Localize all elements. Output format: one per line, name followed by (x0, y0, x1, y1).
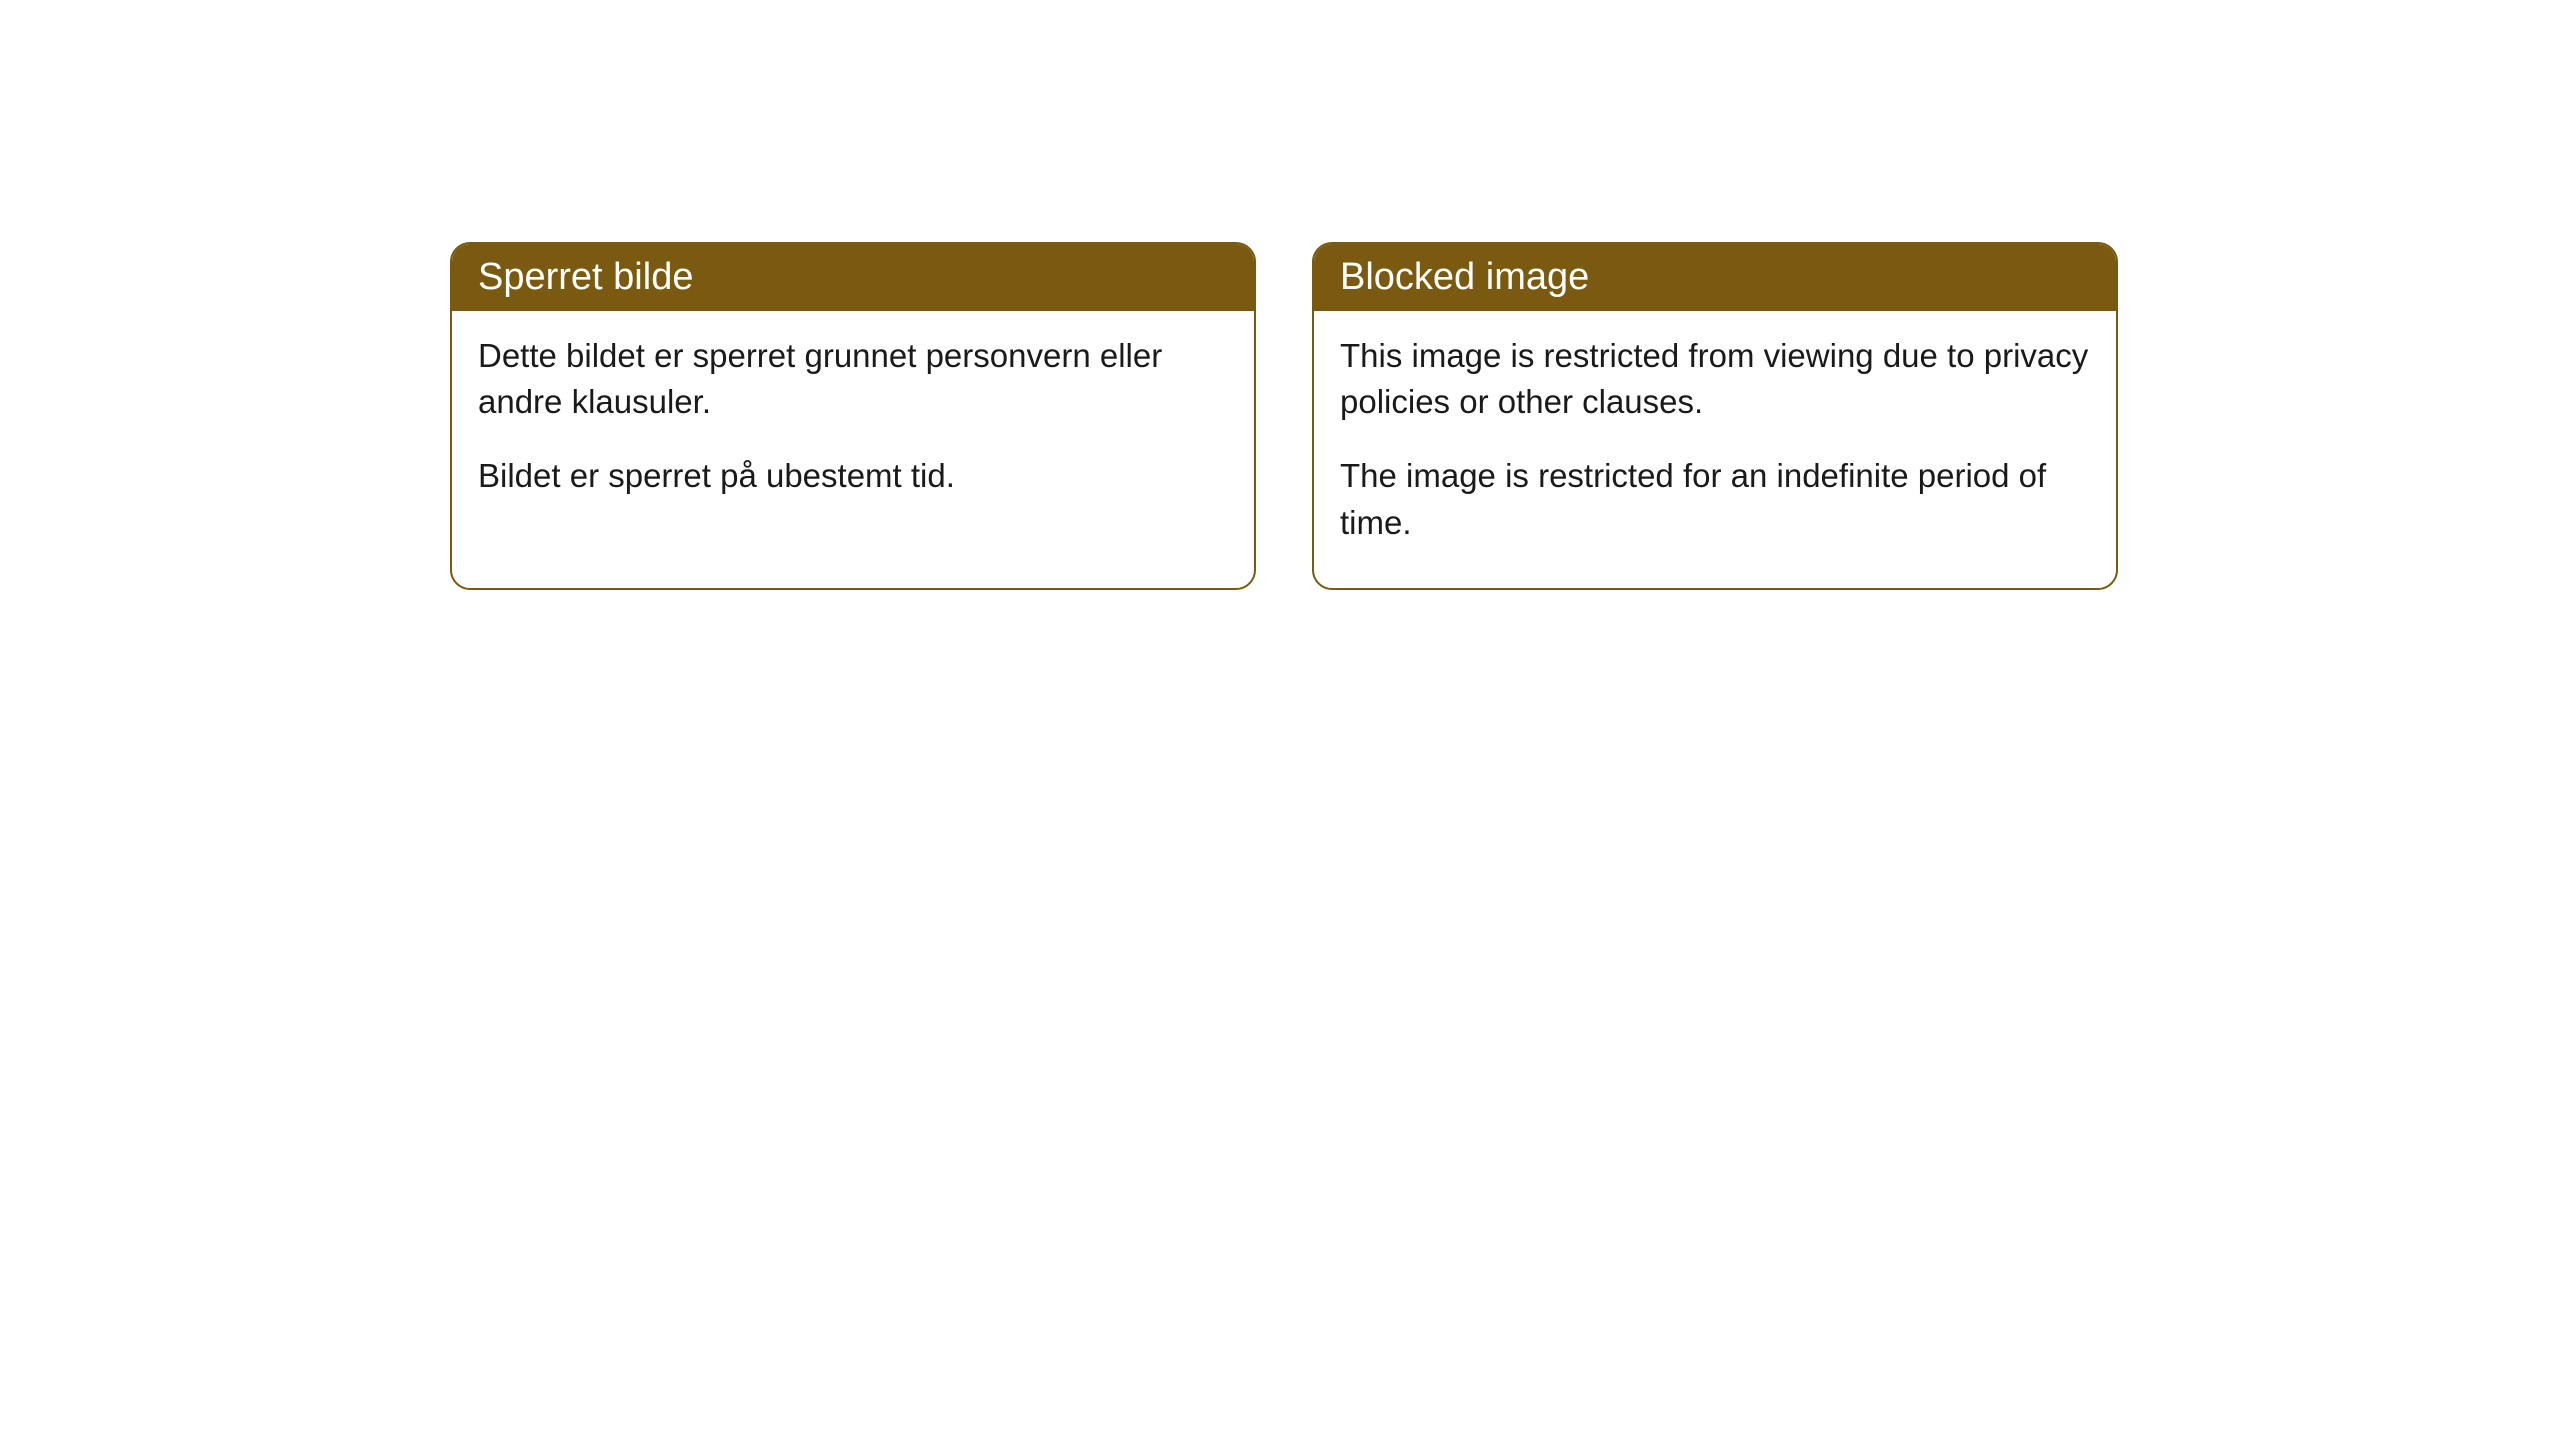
card-title-en: Blocked image (1340, 256, 1589, 298)
card-paragraph-1-no: Dette bildet er sperret grunnet personve… (478, 333, 1228, 425)
card-header-no: Sperret bilde (452, 244, 1254, 311)
blocked-image-card-no: Sperret bilde Dette bildet er sperret gr… (450, 242, 1256, 590)
card-paragraph-2-no: Bildet er sperret på ubestemt tid. (478, 453, 1228, 499)
card-paragraph-2-en: The image is restricted for an indefinit… (1340, 453, 2090, 545)
card-paragraph-1-en: This image is restricted from viewing du… (1340, 333, 2090, 425)
card-body-en: This image is restricted from viewing du… (1314, 311, 2116, 588)
blocked-image-card-en: Blocked image This image is restricted f… (1312, 242, 2118, 590)
card-header-en: Blocked image (1314, 244, 2116, 311)
card-body-no: Dette bildet er sperret grunnet personve… (452, 311, 1254, 542)
card-title-no: Sperret bilde (478, 256, 693, 298)
cards-container: Sperret bilde Dette bildet er sperret gr… (450, 242, 2118, 590)
